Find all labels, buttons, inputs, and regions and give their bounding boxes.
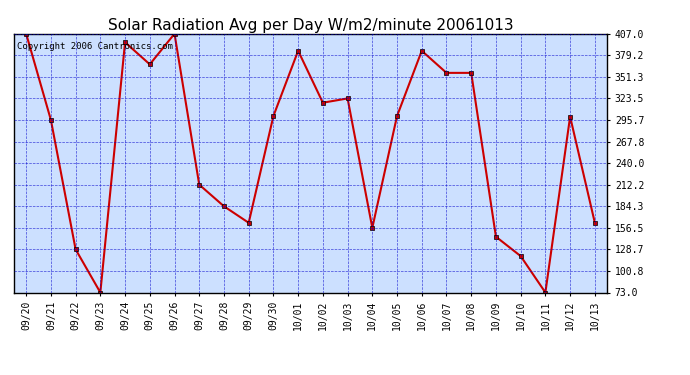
Title: Solar Radiation Avg per Day W/m2/minute 20061013: Solar Radiation Avg per Day W/m2/minute … xyxy=(108,18,513,33)
Text: Copyright 2006 Cantronics.com: Copyright 2006 Cantronics.com xyxy=(17,42,172,51)
